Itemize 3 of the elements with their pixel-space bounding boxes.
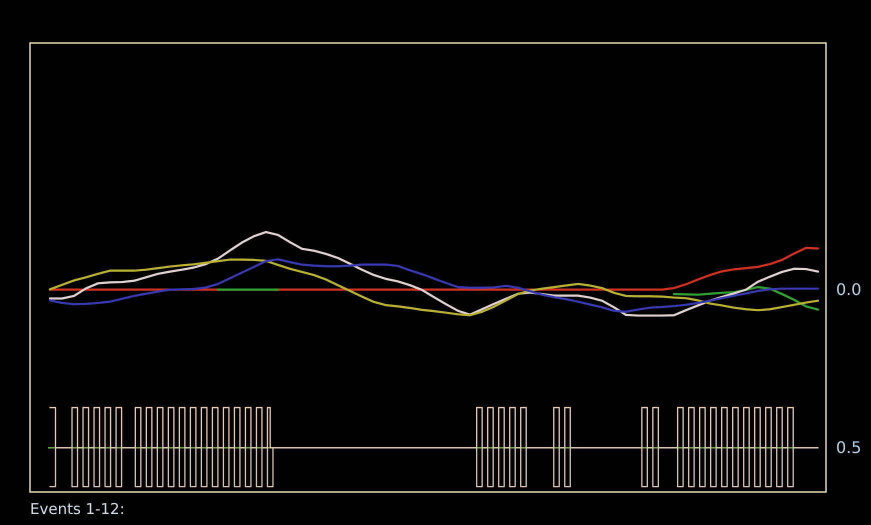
y-tick-label: 0.0 bbox=[836, 280, 862, 299]
text: Events 1-12: bbox=[30, 500, 125, 518]
y-tick-label: 0.5 bbox=[836, 438, 862, 457]
